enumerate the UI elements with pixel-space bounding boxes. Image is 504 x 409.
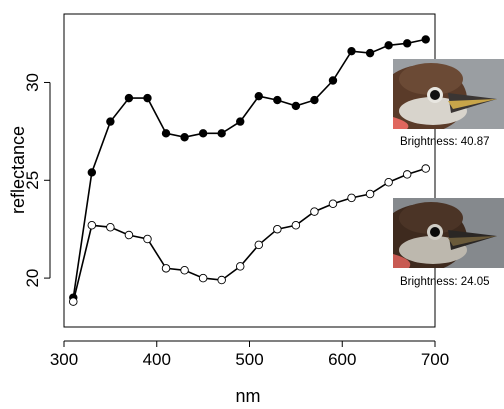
data-point <box>217 275 226 285</box>
data-point <box>180 266 189 275</box>
data-point <box>217 129 226 138</box>
data-point <box>106 222 115 232</box>
y-tick-label: 25 <box>23 171 42 190</box>
data-point <box>291 221 301 230</box>
series-1 <box>69 164 430 306</box>
brightness-caption-bright: Brightness: 40.87 <box>400 136 490 148</box>
axes: 300 400 500 600 700 20 25 30 <box>23 73 449 369</box>
data-point <box>328 76 338 85</box>
data-point <box>236 117 245 126</box>
data-point <box>161 264 171 273</box>
data-point <box>310 95 319 105</box>
data-point <box>124 93 134 103</box>
bird-head-photo-bright <box>393 59 504 129</box>
data-point <box>365 189 375 199</box>
data-point <box>254 240 264 250</box>
x-axis-title: nm <box>235 386 260 406</box>
y-axis-title: reflectance <box>8 126 28 214</box>
data-point <box>365 48 375 58</box>
y-tick-label: 30 <box>23 73 42 92</box>
bird-head-photo-dark <box>393 198 504 268</box>
sparrow-photo-bright-icon <box>393 59 504 129</box>
x-tick-label: 400 <box>143 350 171 369</box>
series-0 <box>69 35 430 302</box>
series-group <box>69 35 430 306</box>
sparrow-photo-dark-icon <box>393 198 504 268</box>
data-point <box>421 164 430 173</box>
data-point <box>69 297 78 306</box>
data-point <box>273 224 282 234</box>
plot-frame <box>63 13 436 328</box>
x-tick-label: 700 <box>421 350 449 369</box>
x-tick-label: 600 <box>328 350 356 369</box>
x-tick-label: 300 <box>50 350 78 369</box>
data-point <box>198 129 208 138</box>
data-point <box>328 199 338 209</box>
data-point <box>87 221 97 230</box>
data-point <box>124 230 134 240</box>
data-point <box>106 117 115 126</box>
data-point <box>402 39 412 48</box>
brightness-caption-dark: Brightness: 24.05 <box>400 276 490 288</box>
data-point <box>310 207 319 216</box>
x-tick-label: 500 <box>235 350 263 369</box>
data-point <box>291 101 301 111</box>
data-point <box>384 41 393 50</box>
data-point <box>384 177 393 187</box>
data-point <box>421 35 430 44</box>
data-point <box>254 91 263 101</box>
data-point <box>347 46 356 56</box>
data-point <box>161 129 171 138</box>
data-point <box>273 95 282 105</box>
series-line <box>72 38 426 298</box>
data-point <box>143 234 152 244</box>
data-point <box>402 170 412 179</box>
data-point <box>198 273 208 283</box>
data-point <box>235 262 245 271</box>
data-point <box>347 193 356 203</box>
data-point <box>87 168 97 177</box>
y-tick-label: 20 <box>23 269 42 288</box>
data-point <box>143 93 152 103</box>
data-point <box>180 133 189 142</box>
